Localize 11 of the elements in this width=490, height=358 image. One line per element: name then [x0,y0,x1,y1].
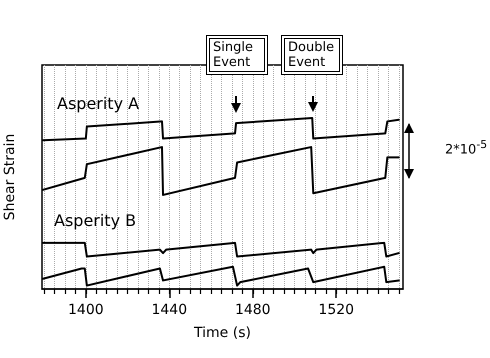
x-tick-label: 1520 [318,302,354,318]
text: Asperity A [57,94,140,113]
x-tick-label: 1480 [234,302,271,318]
x-tick-label: 1440 [151,302,188,318]
x-tick-label: 1400 [68,302,104,318]
x-axis-title: Time (s) [193,325,252,341]
text: 2*10$^{-5}$ [445,138,488,158]
y-axis-title: Shear Strain [2,134,18,220]
annotation: Asperity B [54,211,136,230]
text: Single Event [206,35,268,75]
text: Double Event [281,35,343,75]
